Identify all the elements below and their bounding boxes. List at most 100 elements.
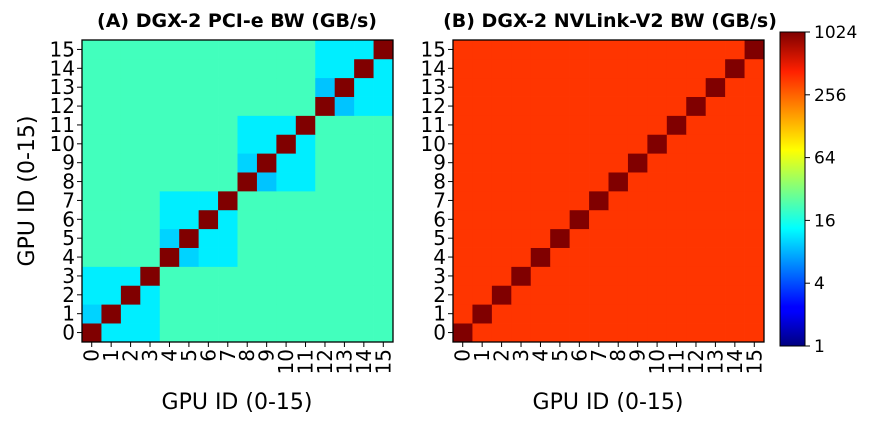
heatmap-cell-r0-c7 (589, 323, 609, 343)
heatmap-cell-r10-c0 (82, 134, 102, 154)
heatmap-cell-r11-c11 (666, 115, 687, 135)
heatmap-cell-r15-c6 (198, 40, 219, 60)
heatmap-cell-r0-c14 (354, 323, 374, 343)
heatmap-cell-r3-c0 (453, 266, 473, 286)
heatmap-cell-r12-c7 (589, 96, 609, 116)
heatmap-cell-r9-c2 (491, 153, 512, 173)
heatmap-cell-r13-c10 (647, 77, 668, 97)
x-tick-label-8: 8 (235, 349, 259, 362)
heatmap-cell-r12-c9 (627, 96, 648, 116)
heatmap-cell-r15-c0 (453, 40, 473, 60)
heatmap-cell-r6-c15 (744, 209, 765, 230)
heatmap-cell-r14-c0 (82, 58, 102, 79)
heatmap-cell-r6-c1 (101, 209, 122, 230)
heatmap-cell-r12-c6 (198, 96, 219, 116)
heatmap-cell-r13-c1 (101, 77, 122, 97)
heatmap-cell-r8-c13 (334, 172, 355, 192)
heatmap-cell-r15-c13 (334, 40, 355, 60)
heatmap-cell-r15-c2 (120, 40, 141, 60)
heatmap-cell-r8-c10 (276, 172, 297, 192)
heatmap-cell-r0-c15 (744, 323, 765, 343)
heatmap-cell-r7-c9 (627, 191, 648, 211)
heatmap-cell-r3-c2 (491, 266, 512, 286)
heatmap-cell-r5-c0 (453, 228, 473, 248)
heatmap-cell-r12-c4 (159, 96, 180, 116)
heatmap-cell-r10-c1 (472, 134, 493, 154)
heatmap-cell-r1-c4 (530, 304, 551, 324)
heatmap-cell-r13-c2 (120, 77, 141, 97)
y-tick-label-5: 5 (433, 226, 446, 250)
heatmap-cell-r11-c4 (159, 115, 180, 135)
heatmap-cell-r11-c14 (725, 115, 745, 135)
heatmap-cell-r1-c6 (569, 304, 590, 324)
heatmap-cell-r12-c12 (315, 96, 336, 116)
heatmap-cell-r0-c8 (608, 323, 629, 343)
x-tick-label-15: 15 (371, 349, 395, 374)
heatmap-cell-r13-c6 (569, 77, 590, 97)
heatmap-cell-r12-c2 (120, 96, 141, 116)
heatmap-cell-r9-c7 (589, 153, 609, 173)
heatmap-cell-r6-c0 (453, 209, 473, 230)
heatmap-cell-r2-c1 (101, 285, 122, 305)
heatmap-cell-r7-c11 (666, 191, 687, 211)
heatmap-cell-r5-c12 (686, 228, 707, 248)
heatmap-cell-r10-c3 (140, 134, 161, 154)
heatmap-cell-r14-c8 (237, 58, 258, 79)
heatmap-cell-r10-c12 (686, 134, 707, 154)
heatmap-cell-r11-c7 (589, 115, 609, 135)
heatmap-cell-r10-c11 (666, 134, 687, 154)
heatmap-cell-r15-c1 (472, 40, 493, 60)
y-tick-label-2: 2 (433, 283, 446, 307)
heatmap-cell-r13-c12 (315, 77, 336, 97)
heatmap-cell-r12-c7 (218, 96, 238, 116)
x-tick-label-4: 4 (157, 349, 181, 362)
heatmap-cell-r2-c12 (686, 285, 707, 305)
heatmap-cell-r11-c5 (550, 115, 570, 135)
heatmap-cell-r9-c4 (159, 153, 180, 173)
heatmap-cell-r9-c12 (686, 153, 707, 173)
heatmap-cell-r7-c14 (725, 191, 745, 211)
heatmap-cell-r13-c5 (550, 77, 570, 97)
panel-a-cells (82, 40, 394, 343)
heatmap-cell-r2-c6 (198, 285, 219, 305)
heatmap-cell-r9-c9 (627, 153, 648, 173)
heatmap-cell-r3-c11 (666, 266, 687, 286)
heatmap-cell-r4-c14 (725, 247, 745, 267)
x-tick-label-7: 7 (587, 349, 611, 362)
heatmap-cell-r8-c5 (550, 172, 570, 192)
heatmap-cell-r2-c10 (276, 285, 297, 305)
panel-b-frame (452, 39, 765, 343)
heatmap-cell-r5-c9 (627, 228, 648, 248)
heatmap-cell-r13-c7 (218, 77, 238, 97)
heatmap-cell-r3-c8 (608, 266, 629, 286)
heatmap-cell-r8-c1 (101, 172, 122, 192)
heatmap-cell-r1-c8 (608, 304, 629, 324)
heatmap-cell-r5-c7 (589, 228, 609, 248)
heatmap-cell-r10-c11 (295, 134, 316, 154)
x-tick-label-6: 6 (567, 349, 591, 362)
heatmap-cell-r4-c8 (608, 247, 629, 267)
heatmap-cell-r8-c7 (589, 172, 609, 192)
heatmap-cell-r15-c12 (686, 40, 707, 60)
heatmap-cell-r2-c10 (647, 285, 668, 305)
heatmap-cell-r14-c2 (120, 58, 141, 79)
heatmap-cell-r5-c7 (218, 228, 238, 248)
heatmap-cell-r0-c5 (179, 323, 199, 343)
heatmap-cell-r3-c4 (159, 266, 180, 286)
heatmap-cell-r12-c1 (472, 96, 493, 116)
heatmap-cell-r6-c9 (627, 209, 648, 230)
y-tick-label-15: 15 (50, 37, 75, 61)
heatmap-cell-r5-c6 (569, 228, 590, 248)
heatmap-cell-r12-c14 (354, 96, 374, 116)
heatmap-cell-r3-c4 (530, 266, 551, 286)
heatmap-cell-r15-c8 (237, 40, 258, 60)
heatmap-cell-r9-c14 (725, 153, 745, 173)
heatmap-cell-r1-c4 (159, 304, 180, 324)
y-tick-label-0: 0 (62, 321, 75, 345)
heatmap-cell-r15-c11 (295, 40, 316, 60)
heatmap-cell-r9-c9 (256, 153, 277, 173)
heatmap-cell-r6-c13 (334, 209, 355, 230)
heatmap-cell-r2-c13 (705, 285, 726, 305)
x-tick-label-4: 4 (528, 349, 552, 362)
heatmap-cell-r9-c3 (140, 153, 161, 173)
